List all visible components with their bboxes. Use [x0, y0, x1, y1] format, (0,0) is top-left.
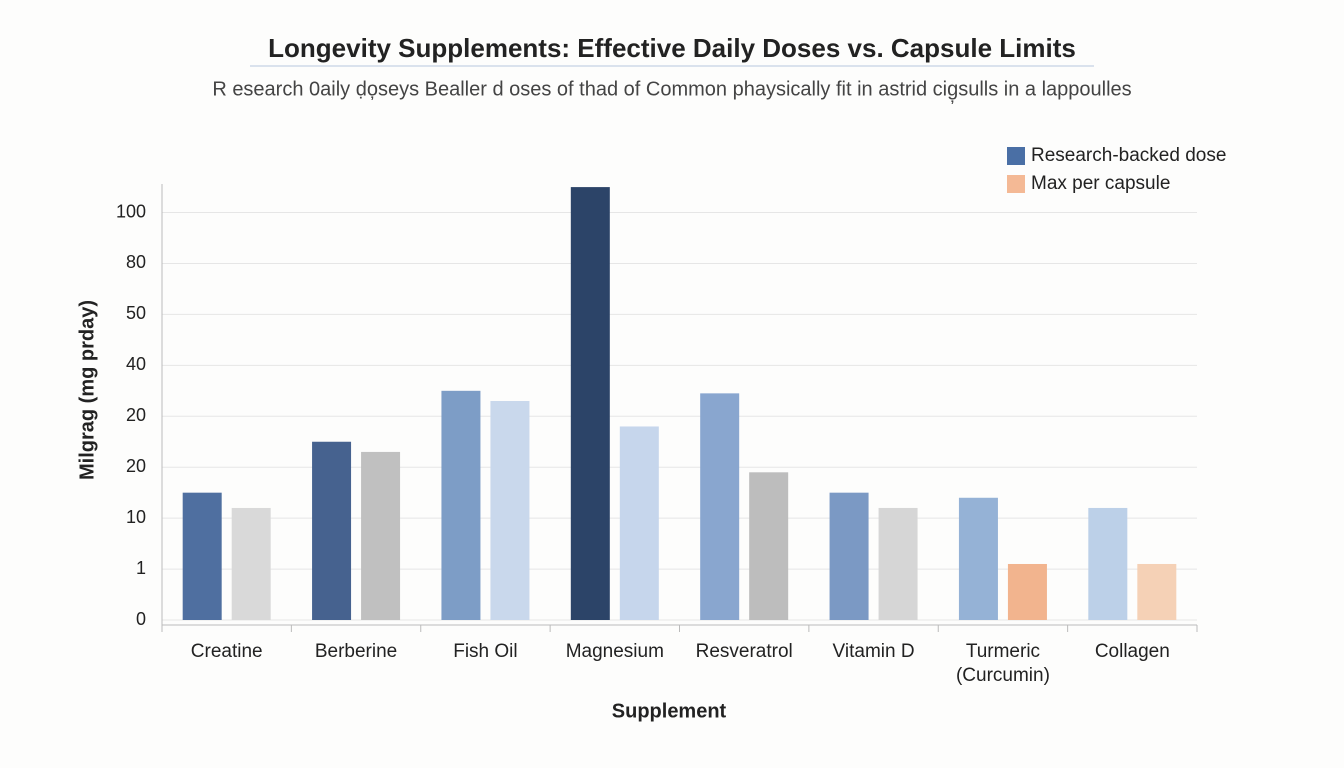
bar	[958, 497, 998, 620]
bar	[700, 393, 740, 620]
bar	[231, 507, 271, 620]
y-tick-label: 100	[116, 201, 146, 221]
bar	[749, 472, 789, 620]
bar	[182, 492, 222, 620]
y-tick-label: 10	[126, 507, 146, 527]
y-axis-label: Milgrag (mg prday)	[76, 300, 98, 480]
y-tick-label: 80	[126, 252, 146, 272]
y-tick-label: 20	[126, 456, 146, 476]
x-tick-label: Magnesium	[565, 641, 664, 662]
x-tick-label: Creatine	[190, 641, 263, 662]
x-tick-label: Fish Oil	[453, 641, 518, 662]
bar	[1137, 563, 1177, 620]
y-tick-label: 40	[126, 354, 146, 374]
y-tick-label: 1	[136, 558, 146, 578]
y-tick-label: 20	[126, 405, 146, 425]
legend-label: Max per capsule	[1031, 173, 1170, 194]
legend-swatch	[1007, 175, 1025, 193]
subtitle: R esearch 0aily ḍo̦seys Bealler d oses …	[212, 78, 1131, 104]
legend-label: Research-backed dose	[1031, 145, 1226, 166]
bar	[829, 492, 869, 620]
chart-title: Longevity Supplements: Effective Daily D…	[268, 33, 1076, 63]
bar	[1088, 507, 1128, 620]
bar	[878, 507, 918, 620]
bar	[312, 441, 352, 620]
x-axis-label: Supplement	[612, 700, 727, 722]
bar	[619, 426, 659, 620]
x-tick-label: Collagen	[1094, 641, 1170, 662]
y-tick-label: 0	[136, 609, 146, 629]
x-tick-label: Resveratrol	[695, 641, 793, 662]
bar	[490, 401, 530, 620]
bar	[570, 187, 610, 620]
x-tick-label: Turmeric (Curcumin)	[955, 641, 1050, 686]
bar	[361, 451, 401, 620]
legend-swatch	[1007, 147, 1025, 165]
bar	[1007, 563, 1047, 620]
bar	[441, 390, 481, 620]
x-tick-label: Berberine	[314, 641, 398, 662]
y-tick-label: 50	[126, 303, 146, 323]
x-tick-label: Vitamin D	[832, 641, 915, 662]
